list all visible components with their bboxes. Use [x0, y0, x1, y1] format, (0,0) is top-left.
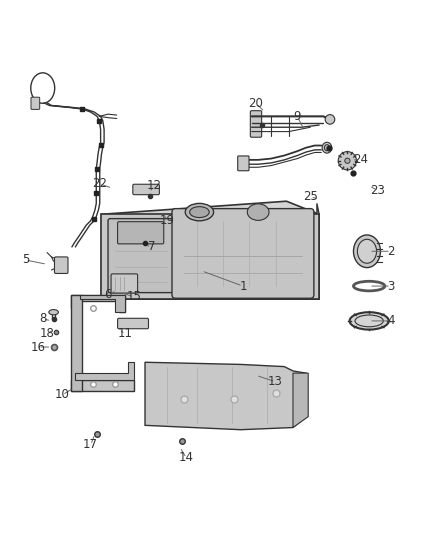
Text: 6: 6 [104, 288, 112, 301]
Polygon shape [71, 379, 134, 391]
Polygon shape [145, 362, 306, 430]
Text: 4: 4 [387, 314, 395, 327]
FancyBboxPatch shape [54, 257, 68, 273]
Ellipse shape [322, 142, 332, 153]
Text: 16: 16 [31, 341, 46, 353]
Ellipse shape [357, 239, 377, 263]
Ellipse shape [247, 204, 269, 220]
Polygon shape [71, 295, 125, 312]
Polygon shape [102, 201, 319, 299]
Text: 23: 23 [371, 184, 385, 197]
Polygon shape [102, 214, 319, 299]
Text: 19: 19 [159, 214, 174, 227]
FancyBboxPatch shape [172, 208, 314, 298]
Ellipse shape [338, 151, 357, 170]
Text: 18: 18 [40, 327, 54, 341]
Ellipse shape [350, 312, 389, 329]
FancyBboxPatch shape [108, 219, 173, 293]
Ellipse shape [185, 204, 214, 221]
FancyBboxPatch shape [251, 111, 261, 137]
Text: 10: 10 [55, 389, 70, 401]
Text: 25: 25 [303, 190, 318, 204]
FancyBboxPatch shape [31, 97, 40, 109]
Text: 20: 20 [248, 97, 263, 110]
Text: 8: 8 [39, 312, 46, 325]
Text: 24: 24 [353, 154, 368, 166]
Polygon shape [293, 373, 308, 427]
Ellipse shape [345, 158, 350, 163]
Text: 14: 14 [179, 451, 194, 464]
Text: 15: 15 [127, 290, 141, 303]
Polygon shape [80, 295, 125, 312]
Text: 3: 3 [387, 280, 395, 293]
Text: 11: 11 [118, 327, 133, 341]
Text: 13: 13 [268, 375, 283, 389]
Ellipse shape [353, 235, 381, 268]
Text: 5: 5 [21, 254, 29, 266]
Polygon shape [75, 362, 134, 379]
Text: 17: 17 [83, 439, 98, 451]
Text: 1: 1 [239, 280, 247, 293]
Text: 7: 7 [148, 240, 155, 253]
Polygon shape [71, 295, 82, 391]
Ellipse shape [49, 310, 58, 315]
Ellipse shape [324, 144, 329, 151]
FancyBboxPatch shape [117, 222, 164, 244]
Ellipse shape [190, 207, 209, 217]
Polygon shape [317, 204, 319, 299]
Text: 2: 2 [387, 245, 395, 258]
Text: 12: 12 [146, 180, 161, 192]
Text: 9: 9 [293, 110, 301, 123]
FancyBboxPatch shape [133, 184, 159, 195]
FancyBboxPatch shape [111, 274, 138, 293]
Text: 22: 22 [92, 177, 107, 190]
FancyBboxPatch shape [238, 156, 249, 171]
FancyBboxPatch shape [117, 318, 148, 329]
Ellipse shape [325, 115, 335, 124]
